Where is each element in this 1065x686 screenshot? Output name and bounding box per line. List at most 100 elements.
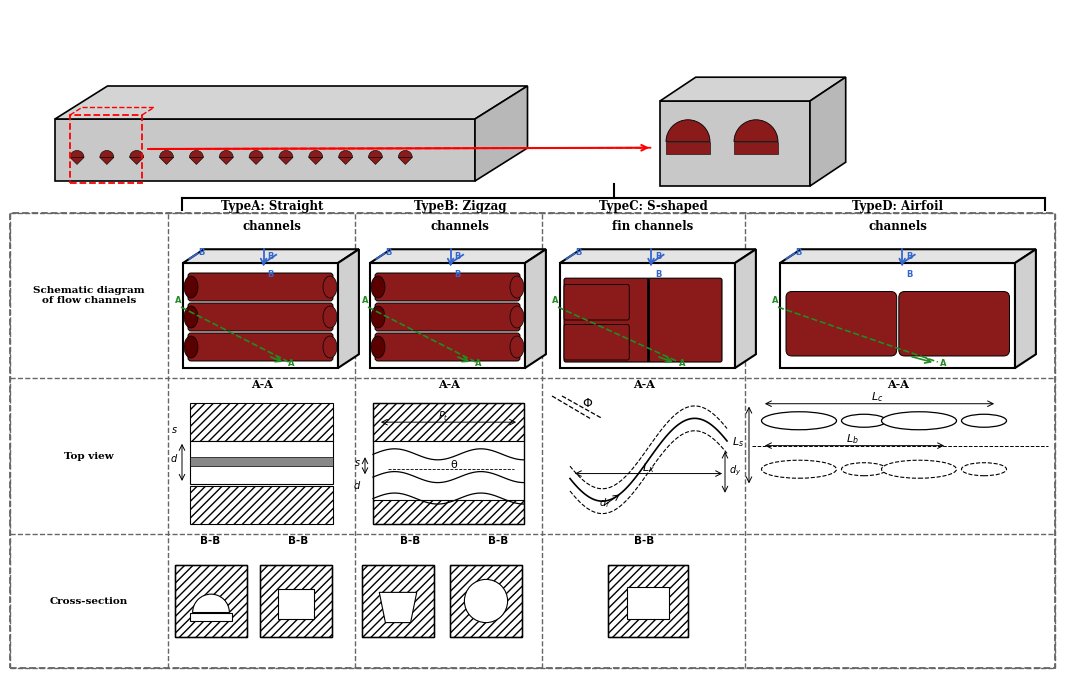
Text: A: A: [679, 359, 686, 368]
FancyBboxPatch shape: [375, 273, 520, 301]
Ellipse shape: [882, 460, 956, 478]
Text: B: B: [267, 270, 274, 279]
Bar: [734, 142, 779, 154]
Polygon shape: [309, 158, 323, 165]
Wedge shape: [339, 150, 353, 158]
Text: channels: channels: [430, 220, 490, 233]
Bar: [373, 403, 524, 441]
Bar: [10, 213, 1055, 668]
Bar: [373, 500, 524, 524]
Polygon shape: [55, 119, 475, 181]
Text: TypeB: Zigzag: TypeB: Zigzag: [413, 200, 506, 213]
Polygon shape: [660, 78, 846, 101]
Polygon shape: [810, 78, 846, 186]
Wedge shape: [249, 150, 263, 158]
Wedge shape: [219, 150, 233, 158]
Text: A: A: [175, 296, 181, 305]
Ellipse shape: [761, 460, 836, 478]
Polygon shape: [249, 158, 263, 165]
Text: $d_f$: $d_f$: [600, 497, 610, 510]
Bar: [373, 403, 524, 524]
Ellipse shape: [510, 336, 524, 358]
Text: A: A: [475, 359, 481, 368]
FancyBboxPatch shape: [375, 303, 520, 331]
Ellipse shape: [510, 306, 524, 328]
Polygon shape: [780, 263, 1015, 368]
Wedge shape: [100, 150, 114, 158]
Wedge shape: [160, 150, 174, 158]
FancyBboxPatch shape: [189, 273, 333, 301]
Text: B: B: [267, 252, 274, 261]
Bar: [70, 115, 142, 183]
Ellipse shape: [371, 336, 386, 358]
Polygon shape: [130, 158, 144, 165]
Polygon shape: [379, 592, 416, 623]
Text: s: s: [355, 458, 360, 469]
Ellipse shape: [962, 463, 1006, 475]
Wedge shape: [368, 150, 382, 158]
Circle shape: [464, 580, 508, 623]
FancyBboxPatch shape: [899, 292, 1010, 356]
Text: B: B: [906, 252, 913, 261]
Ellipse shape: [184, 336, 198, 358]
Bar: [627, 587, 669, 619]
Bar: [608, 565, 688, 637]
Text: B: B: [655, 252, 661, 261]
Wedge shape: [70, 150, 84, 158]
Text: TypeA: Straight: TypeA: Straight: [220, 200, 323, 213]
Polygon shape: [190, 158, 203, 165]
Ellipse shape: [371, 276, 386, 298]
Text: B: B: [386, 248, 392, 257]
Polygon shape: [70, 158, 84, 165]
Bar: [278, 589, 314, 619]
Text: s: s: [171, 425, 177, 435]
Polygon shape: [183, 263, 338, 368]
Wedge shape: [279, 150, 293, 158]
Bar: [190, 457, 333, 466]
Polygon shape: [660, 101, 810, 186]
Bar: [190, 403, 333, 441]
Text: $P_t$: $P_t$: [438, 410, 448, 423]
Ellipse shape: [371, 306, 386, 328]
Ellipse shape: [841, 414, 886, 427]
Text: Top view: Top view: [64, 451, 114, 460]
Text: θ: θ: [450, 460, 457, 470]
Ellipse shape: [323, 276, 337, 298]
Text: B-B: B-B: [488, 536, 508, 546]
Polygon shape: [560, 263, 735, 368]
Bar: [175, 565, 247, 637]
Wedge shape: [190, 150, 203, 158]
Bar: [362, 565, 435, 637]
Text: A: A: [552, 296, 558, 305]
Polygon shape: [160, 158, 174, 165]
Text: A-A: A-A: [887, 379, 908, 390]
Wedge shape: [130, 150, 144, 158]
Bar: [191, 613, 232, 621]
Wedge shape: [398, 150, 412, 158]
Polygon shape: [338, 249, 359, 368]
Text: Cross-section: Cross-section: [50, 597, 128, 606]
Wedge shape: [666, 120, 710, 142]
Ellipse shape: [962, 414, 1006, 427]
Polygon shape: [55, 86, 527, 119]
Text: Schematic diagram
of flow channels: Schematic diagram of flow channels: [33, 286, 145, 305]
Ellipse shape: [323, 306, 337, 328]
Polygon shape: [560, 249, 756, 263]
Text: A-A: A-A: [633, 379, 655, 390]
Text: $L_c$: $L_c$: [871, 390, 883, 403]
Wedge shape: [193, 594, 229, 613]
FancyBboxPatch shape: [564, 285, 629, 320]
Text: channels: channels: [243, 220, 301, 233]
FancyBboxPatch shape: [564, 324, 629, 360]
Polygon shape: [370, 249, 546, 263]
Ellipse shape: [841, 463, 886, 475]
Polygon shape: [525, 249, 546, 368]
Polygon shape: [370, 263, 525, 368]
Bar: [260, 565, 332, 637]
Text: A: A: [939, 359, 947, 368]
Polygon shape: [100, 158, 114, 165]
Text: A-A: A-A: [251, 379, 273, 390]
Text: $d_y$: $d_y$: [730, 464, 741, 478]
Text: d: d: [354, 481, 360, 491]
Text: B-B: B-B: [634, 536, 654, 546]
